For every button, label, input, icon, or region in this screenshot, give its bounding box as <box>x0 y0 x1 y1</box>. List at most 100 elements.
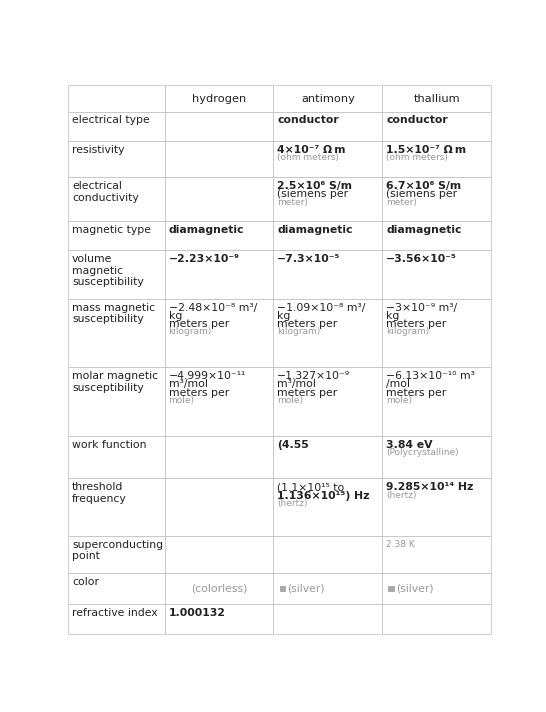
Text: work function: work function <box>72 440 147 450</box>
Bar <box>165 221 274 250</box>
Text: 1.000132: 1.000132 <box>169 608 225 618</box>
Bar <box>68 250 165 299</box>
Bar <box>68 478 165 535</box>
Bar <box>68 436 165 478</box>
Bar <box>382 250 491 299</box>
Bar <box>165 299 274 367</box>
Bar <box>165 85 274 112</box>
Bar <box>68 112 165 141</box>
Text: meters per: meters per <box>169 319 229 329</box>
Text: −2.23×10⁻⁹: −2.23×10⁻⁹ <box>169 254 240 264</box>
Text: hydrogen: hydrogen <box>192 93 246 103</box>
Bar <box>274 85 382 112</box>
Text: electrical
conductivity: electrical conductivity <box>72 181 139 203</box>
Text: (silver): (silver) <box>396 584 434 594</box>
Text: (hertz): (hertz) <box>386 491 417 500</box>
Bar <box>382 221 491 250</box>
Bar <box>165 112 274 141</box>
Text: /mol: /mol <box>386 379 410 389</box>
Text: meters per: meters per <box>386 319 446 329</box>
Bar <box>274 478 382 535</box>
Bar <box>165 535 274 573</box>
Text: diamagnetic: diamagnetic <box>386 224 461 235</box>
Text: m³/mol: m³/mol <box>277 379 316 389</box>
Text: kg: kg <box>169 311 182 321</box>
Bar <box>382 535 491 573</box>
Text: meters per: meters per <box>169 388 229 398</box>
Text: (siemens per: (siemens per <box>277 189 348 199</box>
Text: antimony: antimony <box>301 93 355 103</box>
Text: −4.999×10⁻¹¹: −4.999×10⁻¹¹ <box>169 371 246 381</box>
Bar <box>388 586 394 592</box>
Bar <box>382 177 491 221</box>
Bar <box>68 573 165 604</box>
Text: conductor: conductor <box>386 115 448 125</box>
Bar <box>274 436 382 478</box>
Text: diamagnetic: diamagnetic <box>277 224 353 235</box>
Bar <box>274 221 382 250</box>
Bar <box>280 586 285 592</box>
Bar <box>274 177 382 221</box>
Text: 3.84 eV: 3.84 eV <box>386 440 432 450</box>
Bar <box>274 141 382 177</box>
Text: (1.1×10¹⁵ to: (1.1×10¹⁵ to <box>277 482 345 492</box>
Text: 9.285×10¹⁴ Hz: 9.285×10¹⁴ Hz <box>386 482 473 492</box>
Bar <box>165 604 274 634</box>
Text: −3.56×10⁻⁵: −3.56×10⁻⁵ <box>386 254 457 264</box>
Text: 4×10⁻⁷ Ω m: 4×10⁻⁷ Ω m <box>277 145 346 155</box>
Text: meters per: meters per <box>277 388 337 398</box>
Text: (Polycrystalline): (Polycrystalline) <box>386 448 459 457</box>
Text: superconducting
point: superconducting point <box>72 540 163 561</box>
Text: −2.48×10⁻⁸ m³/: −2.48×10⁻⁸ m³/ <box>169 303 257 313</box>
Bar <box>274 535 382 573</box>
Text: (ohm meters): (ohm meters) <box>277 153 339 162</box>
Text: kilogram): kilogram) <box>277 328 321 337</box>
Text: kilogram): kilogram) <box>386 328 429 337</box>
Bar <box>68 299 165 367</box>
Text: meters per: meters per <box>277 319 337 329</box>
Bar <box>382 367 491 436</box>
Text: 1.136×10¹⁵) Hz: 1.136×10¹⁵) Hz <box>277 491 370 501</box>
Bar <box>165 478 274 535</box>
Text: mole): mole) <box>277 396 304 405</box>
Text: color: color <box>72 577 99 587</box>
Text: mole): mole) <box>169 396 194 405</box>
Bar <box>382 573 491 604</box>
Bar <box>382 436 491 478</box>
Bar <box>165 436 274 478</box>
Bar <box>274 112 382 141</box>
Bar <box>274 367 382 436</box>
Text: refractive index: refractive index <box>72 608 158 618</box>
Bar <box>382 604 491 634</box>
Bar <box>68 367 165 436</box>
Text: meter): meter) <box>277 197 308 206</box>
Bar <box>68 221 165 250</box>
Text: mole): mole) <box>386 396 412 405</box>
Text: molar magnetic
susceptibility: molar magnetic susceptibility <box>72 371 158 393</box>
Bar <box>382 112 491 141</box>
Text: kilogram): kilogram) <box>169 328 212 337</box>
Text: mass magnetic
susceptibility: mass magnetic susceptibility <box>72 303 155 324</box>
Text: m³/mol: m³/mol <box>169 379 207 389</box>
Text: (ohm meters): (ohm meters) <box>386 153 448 162</box>
Bar <box>165 367 274 436</box>
Bar <box>382 85 491 112</box>
Text: kg: kg <box>386 311 400 321</box>
Text: (siemens per: (siemens per <box>386 189 457 199</box>
Bar <box>382 141 491 177</box>
Bar <box>68 85 165 112</box>
Bar <box>274 573 382 604</box>
Text: meters per: meters per <box>386 388 446 398</box>
Bar <box>382 299 491 367</box>
Bar <box>68 177 165 221</box>
Text: −1.09×10⁻⁸ m³/: −1.09×10⁻⁸ m³/ <box>277 303 366 313</box>
Text: −7.3×10⁻⁵: −7.3×10⁻⁵ <box>277 254 341 264</box>
Text: −6.13×10⁻¹⁰ m³: −6.13×10⁻¹⁰ m³ <box>386 371 475 381</box>
Bar <box>68 604 165 634</box>
Text: (hertz): (hertz) <box>277 499 308 508</box>
Text: thallium: thallium <box>413 93 460 103</box>
Text: 6.7×10⁶ S/m: 6.7×10⁶ S/m <box>386 181 461 191</box>
Text: 2.5×10⁶ S/m: 2.5×10⁶ S/m <box>277 181 352 191</box>
Bar <box>165 177 274 221</box>
Bar <box>274 604 382 634</box>
